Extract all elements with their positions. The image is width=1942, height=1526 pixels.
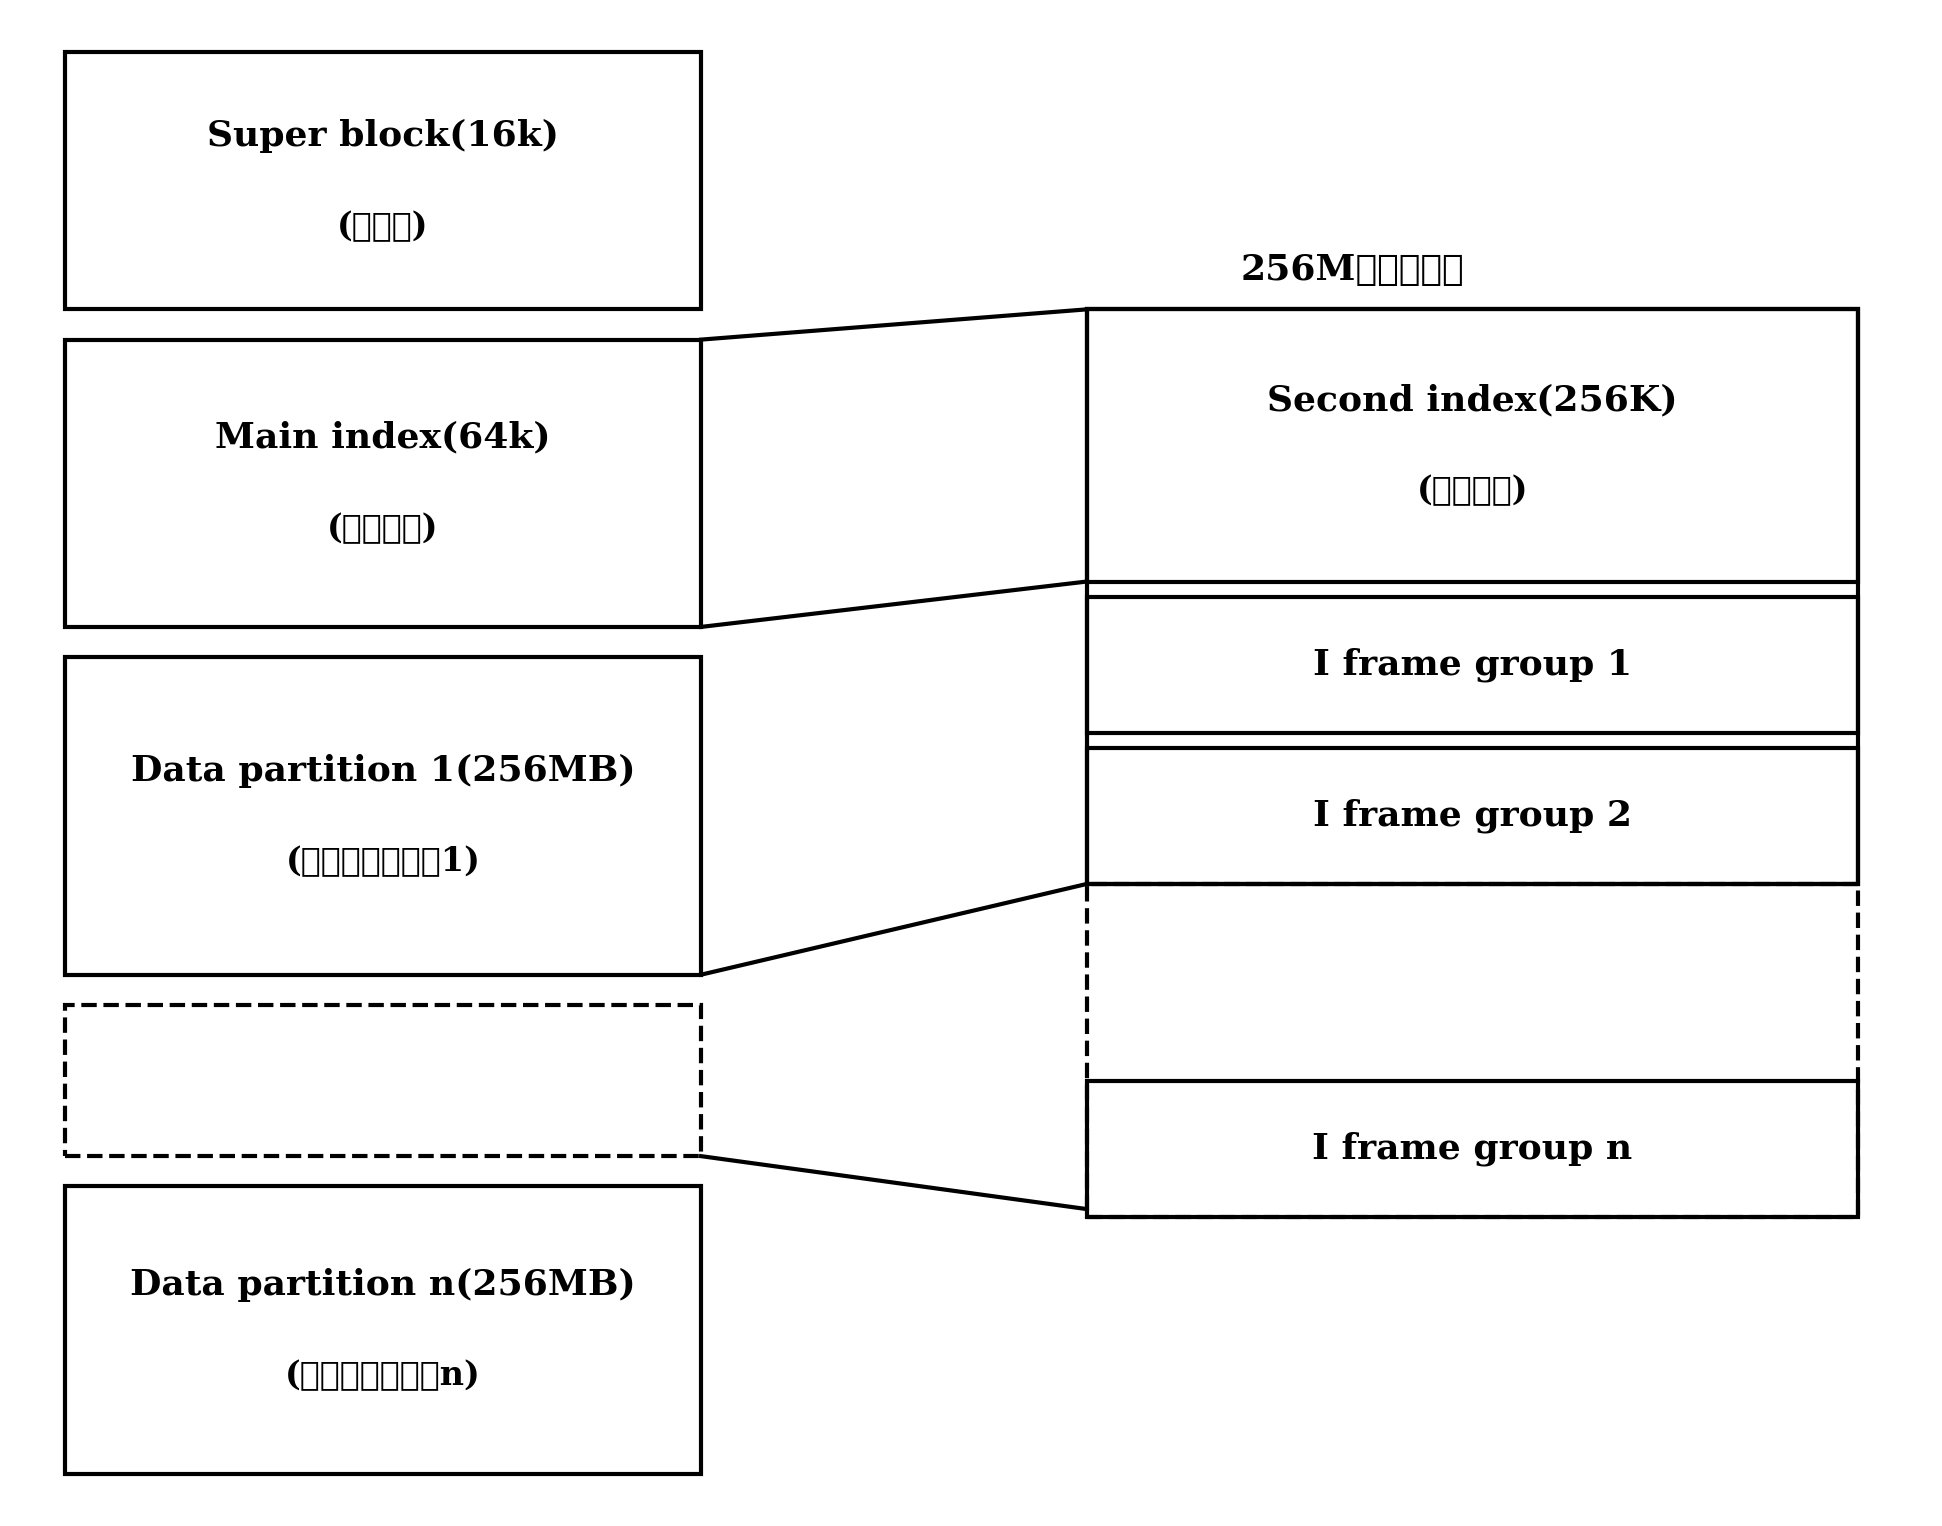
Text: (区域存储的数据1): (区域存储的数据1) [285,845,480,877]
Text: Super block(16k): Super block(16k) [208,119,559,153]
Bar [64,52,701,310]
Bar [1088,597,1858,732]
Text: I frame group 2: I frame group 2 [1313,798,1631,833]
Text: Second index(256K): Second index(256K) [1266,383,1678,417]
Bar [64,658,701,975]
Bar [1088,310,1858,884]
Bar [1088,748,1858,884]
Bar [1088,884,1858,1216]
Text: I frame group n: I frame group n [1313,1131,1633,1166]
Text: (超级块): (超级块) [338,209,429,243]
Text: Main index(64k): Main index(64k) [216,421,552,455]
Text: Data partition 1(256MB): Data partition 1(256MB) [130,754,635,787]
Bar [1088,310,1858,581]
Text: Data partition n(256MB): Data partition n(256MB) [130,1268,635,1302]
Bar [64,1186,701,1474]
Text: (区域存储的数据n): (区域存储的数据n) [285,1360,482,1392]
Bar [64,1006,701,1157]
Bar [64,340,701,627]
Bar [1088,1080,1858,1216]
Text: (一级索引): (一级索引) [326,513,439,545]
Text: 256M数据块结构: 256M数据块结构 [1241,253,1464,287]
Text: I frame group 1: I frame group 1 [1313,647,1631,682]
Text: (二级索引): (二级索引) [1416,475,1528,507]
